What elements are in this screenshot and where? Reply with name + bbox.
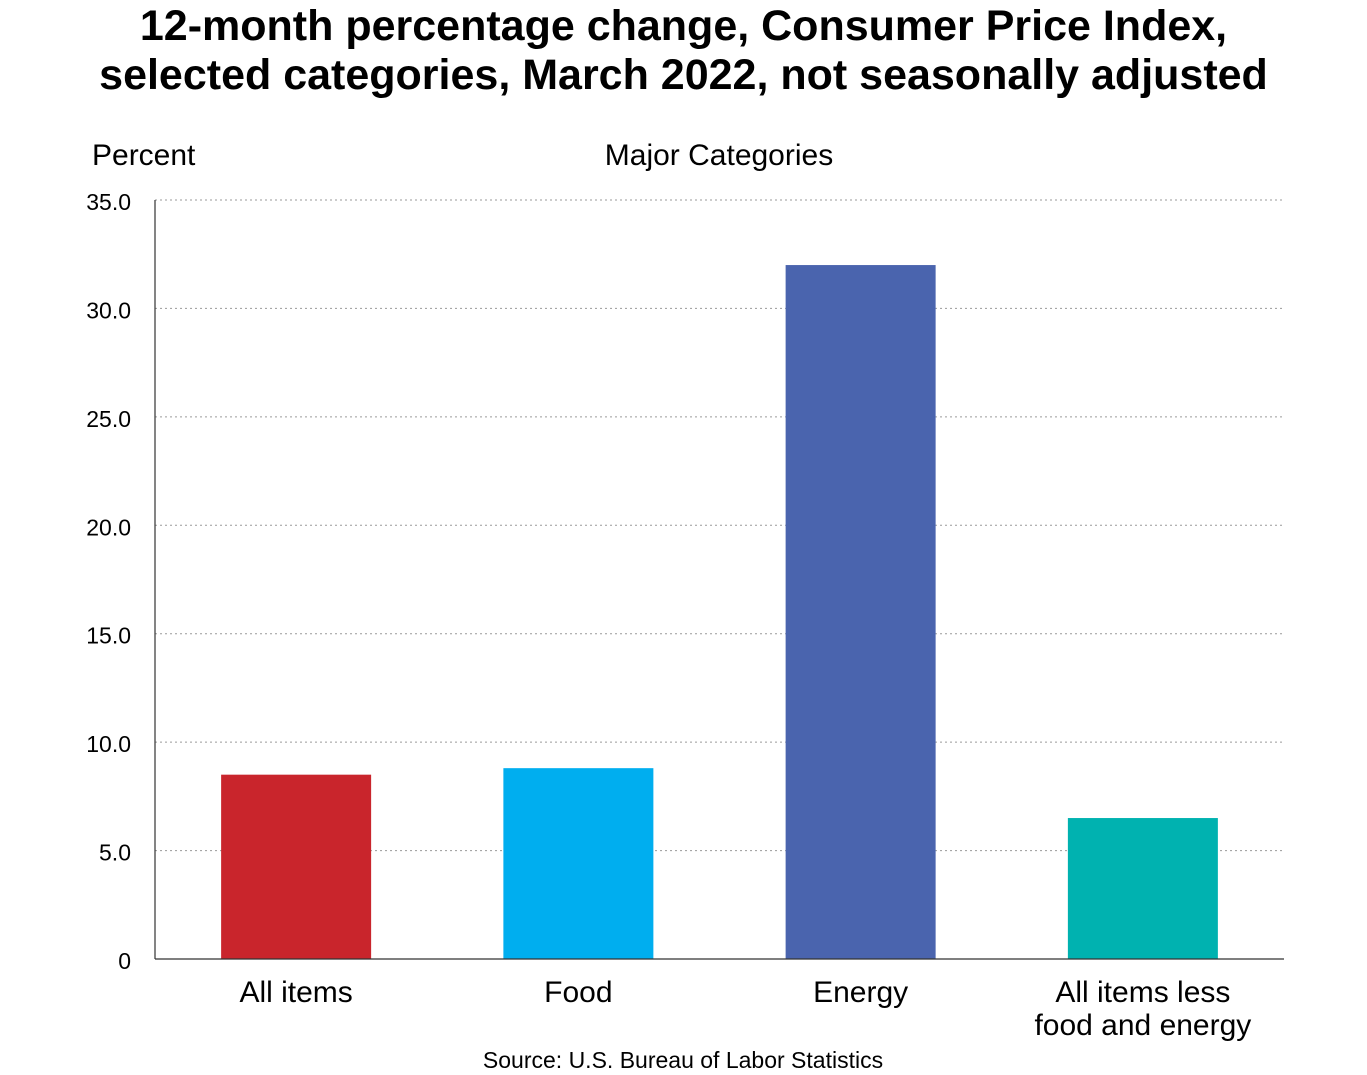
y-tick-label: 5.0 [99, 840, 131, 866]
bar [785, 265, 936, 959]
bar [221, 774, 372, 959]
gridlines [155, 199, 1284, 852]
labels: Percent Major Categories Source: U.S. Bu… [86, 139, 1251, 1073]
axes [154, 200, 1284, 960]
bar [1067, 818, 1218, 959]
chart-subtitle: Major Categories [605, 139, 833, 172]
bars [221, 265, 1218, 959]
y-tick-label: 35.0 [86, 189, 131, 215]
chart-title-line-1: 12-month percentage change, Consumer Pri… [139, 2, 1228, 50]
x-tick-label: All items [239, 976, 352, 1009]
y-tick-label: 15.0 [86, 623, 131, 649]
x-tick-label: Energy [813, 976, 908, 1009]
source-note: Source: U.S. Bureau of Labor Statistics [483, 1047, 883, 1073]
y-tick-label: 20.0 [86, 514, 131, 540]
y-tick-label: 30.0 [86, 297, 131, 323]
x-tick-label: Food [544, 976, 612, 1009]
bar [503, 768, 654, 959]
x-tick-label: All items less [1055, 976, 1230, 1009]
x-tick-label: food and energy [1034, 1009, 1251, 1042]
y-axis-label: Percent [92, 139, 196, 172]
chart-title-line-2: selected categories, March 2022, not sea… [99, 51, 1268, 99]
chart-title: 12-month percentage change, Consumer Pri… [0, 2, 1367, 100]
y-tick-label: 0 [118, 948, 131, 974]
y-tick-label: 10.0 [86, 731, 131, 757]
y-tick-label: 25.0 [86, 406, 131, 432]
